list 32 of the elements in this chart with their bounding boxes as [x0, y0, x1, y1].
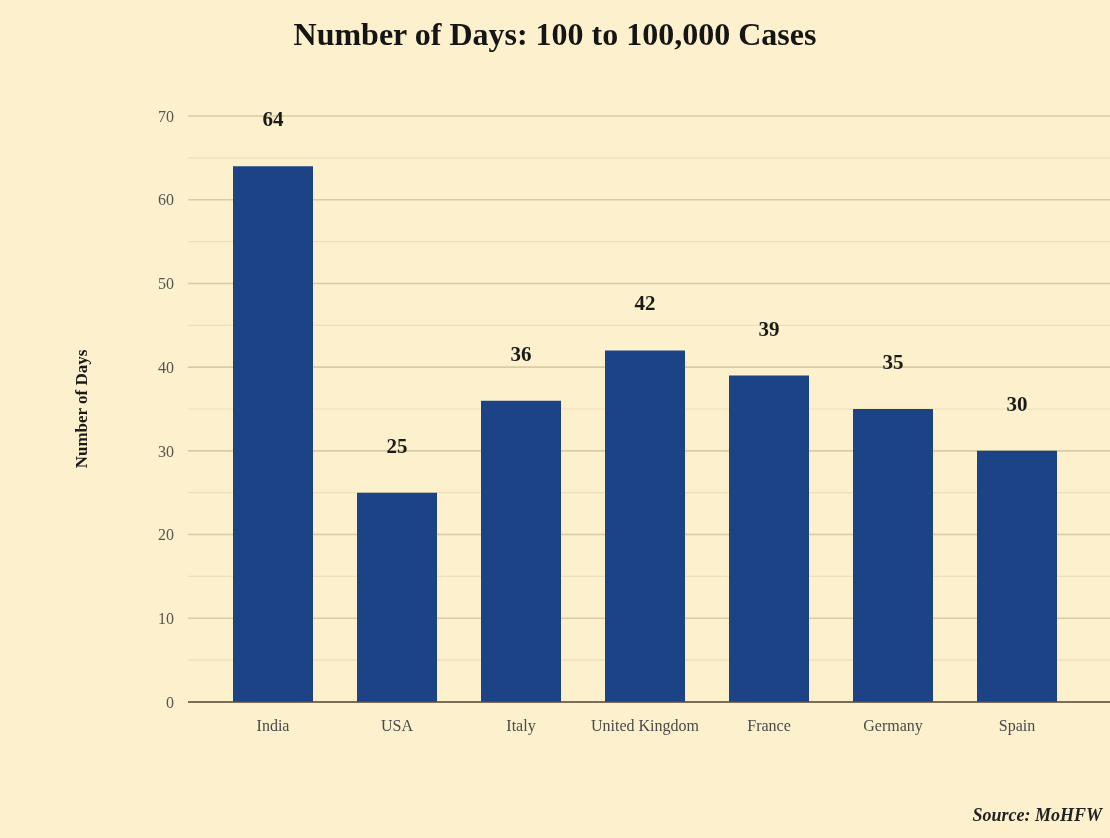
- data-label: 25: [386, 433, 408, 458]
- x-tick-label: USA: [380, 717, 414, 735]
- data-label: 30: [1006, 391, 1028, 416]
- x-tick-label: United Kingdom: [591, 717, 700, 736]
- y-tick-label: 50: [158, 275, 174, 293]
- x-tick-label: Germany: [863, 717, 923, 736]
- y-tick-label: 30: [158, 442, 174, 460]
- bar: [605, 350, 685, 702]
- data-label: 36: [510, 341, 532, 366]
- x-tick-label: India: [256, 717, 290, 735]
- y-tick-label: 60: [158, 191, 174, 209]
- x-tick-label: France: [747, 717, 791, 735]
- bar: [233, 166, 313, 702]
- data-label: 39: [758, 316, 780, 341]
- data-label: 42: [634, 291, 656, 316]
- y-axis-title: Number of Days: [72, 349, 92, 469]
- y-tick-label: 20: [158, 526, 174, 544]
- y-tick-label: 0: [166, 693, 174, 711]
- bar: [729, 375, 809, 702]
- bar: [853, 409, 933, 702]
- bar: [977, 450, 1057, 702]
- data-label: 35: [882, 350, 904, 374]
- source-note: Source: MoHFW: [972, 805, 1102, 826]
- x-tick-label: Spain: [998, 717, 1036, 736]
- bar: [357, 492, 437, 702]
- y-tick-label: 40: [158, 358, 174, 376]
- bar: [481, 400, 561, 702]
- chart-title: Number of Days: 100 to 100,000 Cases: [292, 16, 818, 53]
- data-label: 64: [262, 107, 284, 132]
- y-tick-label: 70: [158, 107, 174, 125]
- y-tick-label: 10: [158, 609, 174, 627]
- x-tick-label: Italy: [506, 717, 536, 736]
